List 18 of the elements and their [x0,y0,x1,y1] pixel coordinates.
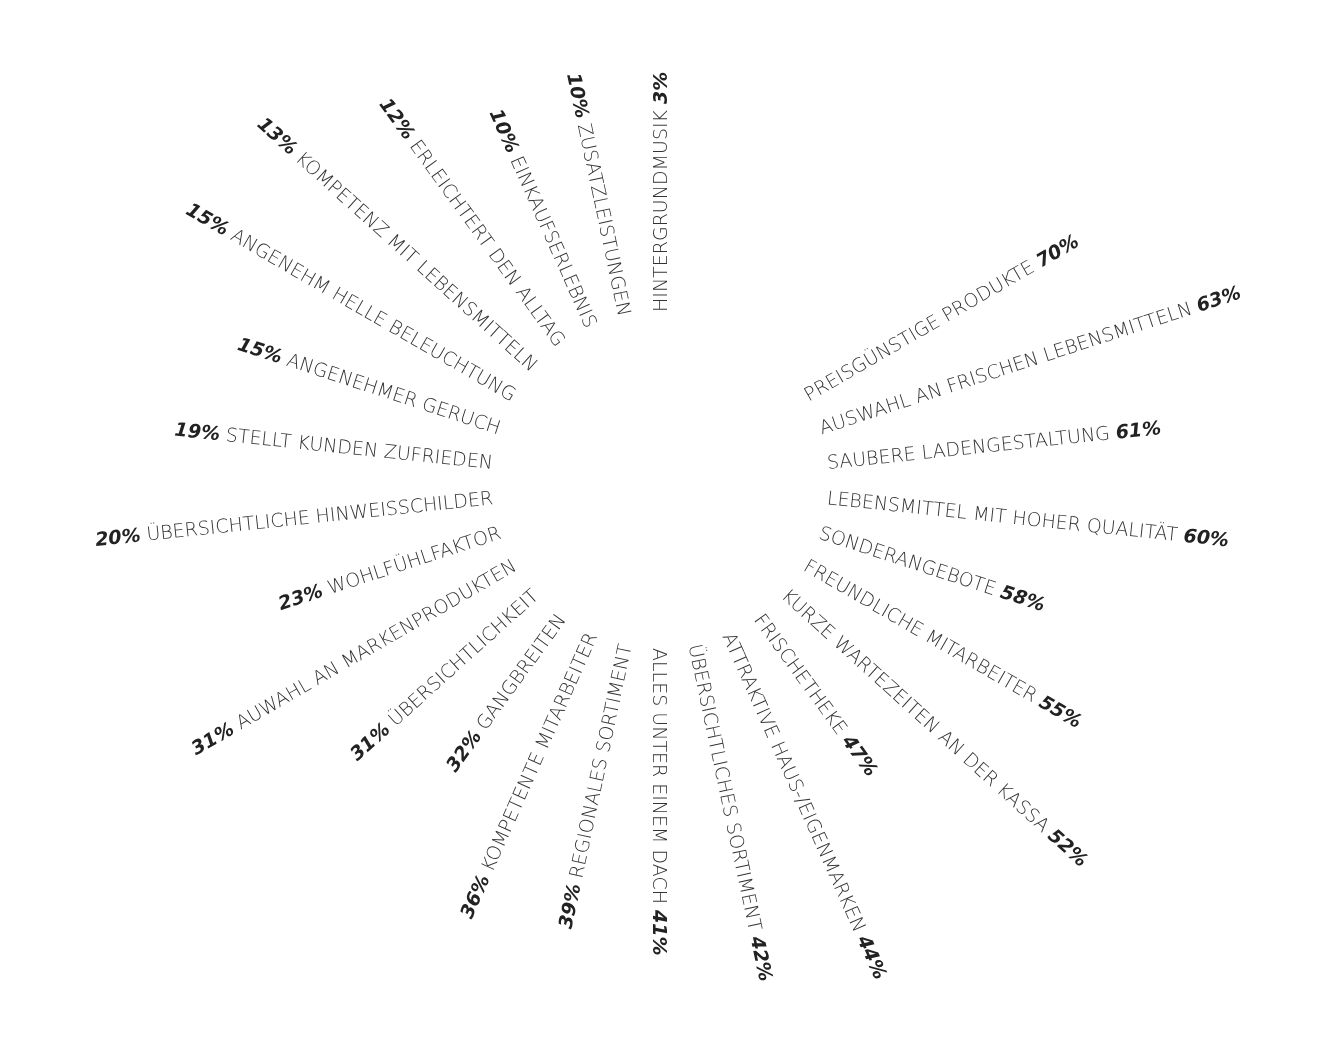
data-label: 15% [235,332,286,368]
category-label: HINTERGRUNDMUSIK [648,109,671,312]
data-label: 44% [853,930,893,983]
data-label: 61% [1114,416,1163,443]
data-label: 36% [455,870,494,922]
data-label: 63% [1193,280,1244,316]
data-label: 42% [746,933,778,984]
data-label: 55% [1035,690,1087,732]
data-label: 23% [275,579,326,614]
data-label: 3% [648,71,671,104]
data-label: 20% [94,523,142,550]
data-label: 39% [553,881,585,931]
data-label: 60% [1182,523,1231,551]
data-label: 58% [998,580,1049,616]
data-label: 10% [563,70,595,120]
category-label: ALLES UNTER EINEM DACH [649,648,672,905]
data-label: 41% [649,909,672,956]
data-label: 19% [173,417,222,445]
